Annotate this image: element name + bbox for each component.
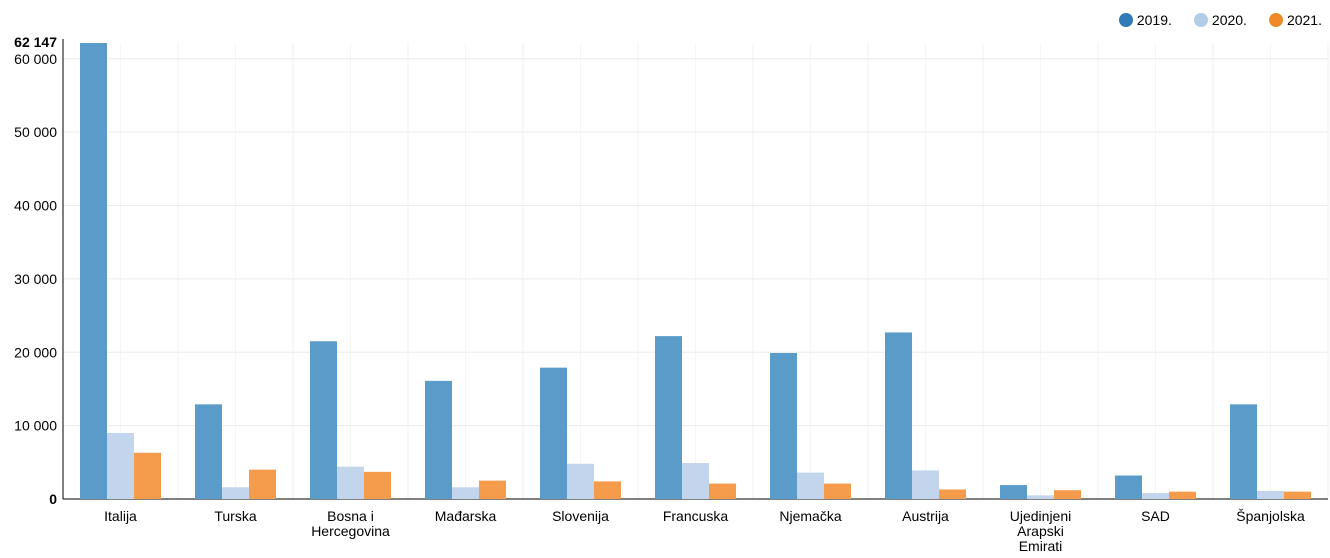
bar-2019-6 (770, 352, 797, 499)
x-tick-label: Emirati (1019, 538, 1063, 554)
bar-2021-0 (134, 452, 161, 499)
bar-2021-10 (1284, 491, 1311, 499)
bar-2020-3 (452, 487, 479, 499)
legend-swatch (1268, 13, 1283, 27)
legend-label: 2021. (1286, 12, 1322, 28)
bar-2021-4 (594, 481, 621, 499)
x-tick-label: Bosna i (327, 508, 374, 524)
y-tick-label: 40 000 (14, 198, 57, 214)
bar-2019-5 (655, 336, 682, 499)
x-tick-label: Mađarska (435, 508, 497, 524)
x-tick-label: Austrija (902, 508, 949, 524)
x-tick-label: Turska (214, 508, 256, 524)
bar-2021-6 (824, 483, 851, 499)
y-max-label: 62 147 (14, 34, 57, 50)
bar-2019-4 (540, 367, 567, 499)
chart-legend: 2019. 2020. 2021. (1118, 12, 1322, 28)
legend-label: 2019. (1136, 12, 1172, 28)
x-tick-label: Italija (104, 508, 137, 524)
bar-2021-1 (249, 469, 276, 499)
y-tick-label: 10 000 (14, 418, 57, 434)
bar-2019-3 (425, 380, 452, 499)
y-tick-label: 30 000 (14, 271, 57, 287)
bar-2021-3 (479, 480, 506, 499)
x-tick-label: Arapski (1017, 523, 1064, 539)
x-tick-label: Ujedinjeni (1010, 508, 1071, 524)
bar-2019-10 (1230, 404, 1257, 499)
x-tick-label: Slovenija (552, 508, 609, 524)
bar-2019-8 (1000, 485, 1027, 499)
bar-2019-1 (195, 404, 222, 499)
bar-2020-7 (912, 470, 939, 499)
bar-2021-5 (709, 483, 736, 499)
y-tick-label: 20 000 (14, 344, 57, 360)
bar-2020-8 (1027, 495, 1054, 499)
x-tick-label: SAD (1141, 508, 1170, 524)
legend-item: 2020. (1193, 12, 1247, 28)
bar-2021-7 (939, 489, 966, 499)
x-tick-label: Francuska (663, 508, 729, 524)
y-tick-label: 50 000 (14, 124, 57, 140)
bar-2021-2 (364, 471, 391, 499)
bar-2020-9 (1142, 493, 1169, 499)
bar-2021-9 (1169, 491, 1196, 499)
bar-2020-5 (682, 463, 709, 499)
bar-2020-4 (567, 463, 594, 499)
bar-2019-0 (80, 43, 107, 499)
bar-2020-6 (797, 472, 824, 499)
legend-item: 2021. (1268, 12, 1322, 28)
x-tick-label: Njemačka (779, 508, 841, 524)
y-tick-label: 0 (49, 491, 57, 507)
x-tick-label: Hercegovina (311, 523, 390, 539)
bar-2020-10 (1257, 490, 1284, 499)
y-tick-label: 60 000 (14, 51, 57, 67)
legend-swatch (1193, 13, 1208, 27)
legend-item: 2019. (1118, 12, 1172, 28)
bar-2019-7 (885, 332, 912, 499)
bar-2021-8 (1054, 490, 1081, 499)
legend-swatch (1118, 13, 1133, 27)
bar-2019-2 (310, 341, 337, 499)
x-tick-label: Španjolska (1236, 508, 1305, 524)
bar-2020-0 (107, 432, 134, 499)
legend-label: 2020. (1211, 12, 1247, 28)
bar-2020-2 (337, 466, 364, 499)
bar-2019-9 (1115, 475, 1142, 499)
bar-2020-1 (222, 487, 249, 499)
